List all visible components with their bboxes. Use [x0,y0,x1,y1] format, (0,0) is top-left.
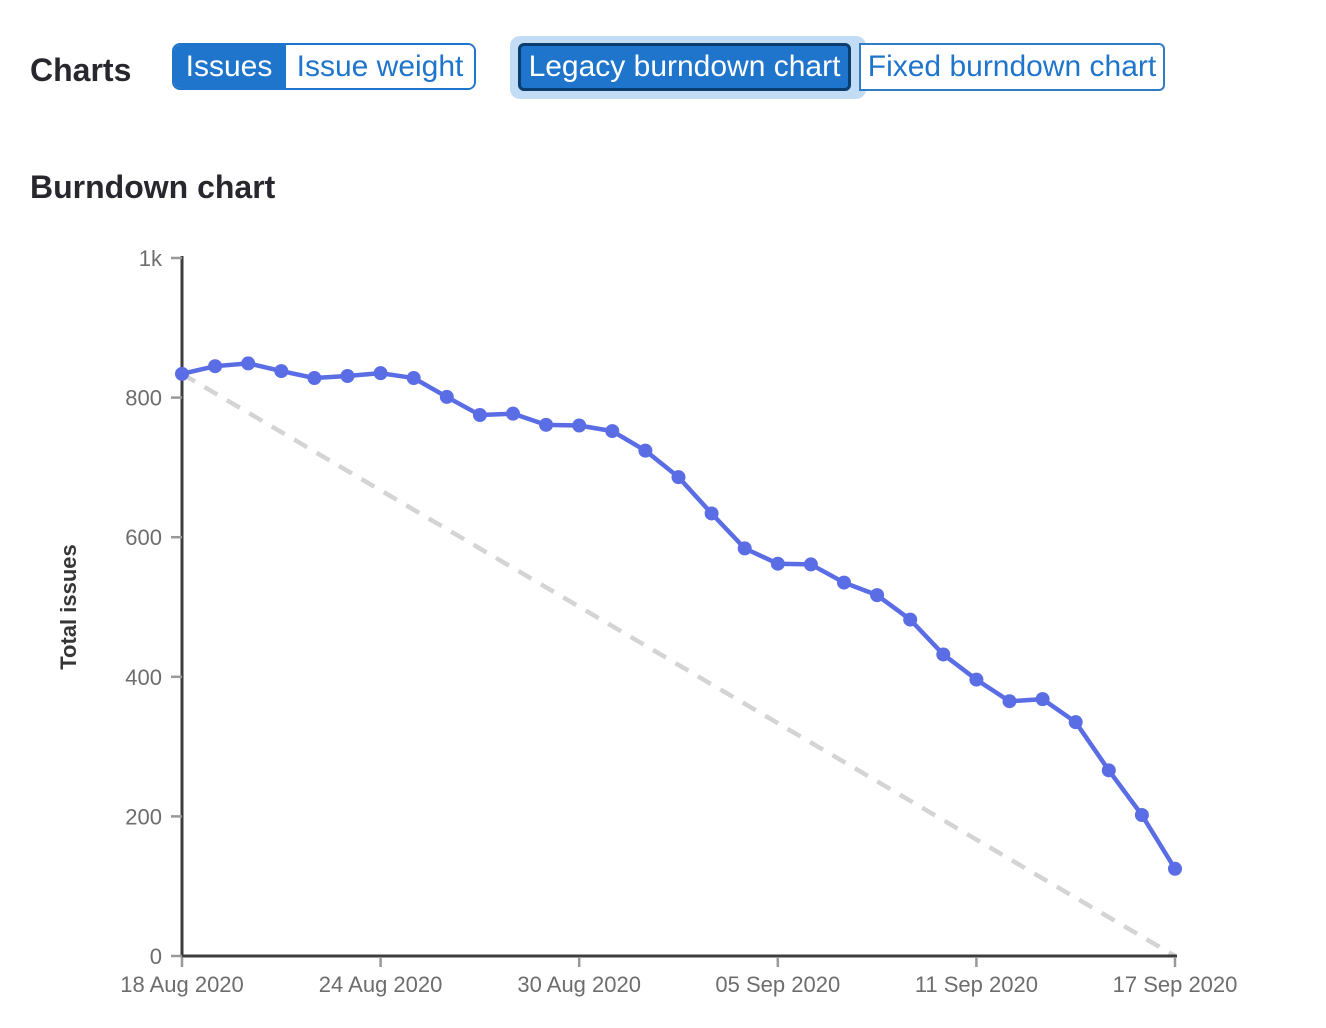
legacy-burndown-chart-button[interactable]: Legacy burndown chart [518,43,851,91]
data-point [704,506,719,521]
ideal-guideline [180,371,1177,958]
data-point [439,389,454,404]
charts-label: Charts [30,52,132,88]
data-point [770,556,785,571]
data-point [506,406,520,421]
data-point [737,541,752,556]
y-tick-label: 200 [125,804,162,829]
data-point [969,672,984,687]
data-point [1168,861,1182,876]
data-point [671,470,686,485]
data-point [241,356,256,371]
metric-toggle-group: Issues Issue weight [172,43,476,90]
y-axis-title: Total issues [56,544,81,670]
x-tick-label: 30 Aug 2020 [517,972,641,997]
x-tick-label: 11 Sep 2020 [915,972,1038,997]
data-point [638,443,653,458]
y-tick-label: 1k [139,246,163,271]
x-tick-label: 17 Sep 2020 [1113,972,1238,997]
issue-weight-toggle-button[interactable]: Issue weight [284,45,474,88]
data-point [936,647,951,662]
data-point [208,359,223,374]
data-point [803,557,818,572]
y-tick-label: 400 [125,665,162,690]
x-tick-label: 24 Aug 2020 [319,972,443,997]
data-point [340,368,355,383]
page-title: Burndown chart [30,169,276,205]
data-point [903,612,918,627]
data-point [307,371,322,386]
data-point [406,371,421,386]
data-point [837,575,851,590]
data-point [605,424,620,439]
data-point [870,588,885,603]
data-point [1134,808,1149,823]
data-point [472,408,487,423]
data-point [539,417,554,432]
data-point [175,366,189,381]
axis-lines [180,256,1177,958]
data-point [1002,694,1017,709]
data-point [1068,715,1083,730]
data-point [572,418,587,433]
y-tick-label: 800 [125,386,162,411]
y-tick-label: 600 [125,525,162,550]
data-point [1101,763,1116,778]
x-tick-label: 05 Sep 2020 [715,972,840,997]
x-tick-label: 18 Aug 2020 [120,972,244,997]
issues-line [179,361,1178,871]
data-point [373,366,388,381]
data-point [274,364,289,379]
data-point [1035,692,1050,707]
y-tick-label: 0 [150,944,162,969]
issues-toggle-button[interactable]: Issues [174,45,284,88]
fixed-burndown-chart-button[interactable]: Fixed burndown chart [859,43,1165,91]
